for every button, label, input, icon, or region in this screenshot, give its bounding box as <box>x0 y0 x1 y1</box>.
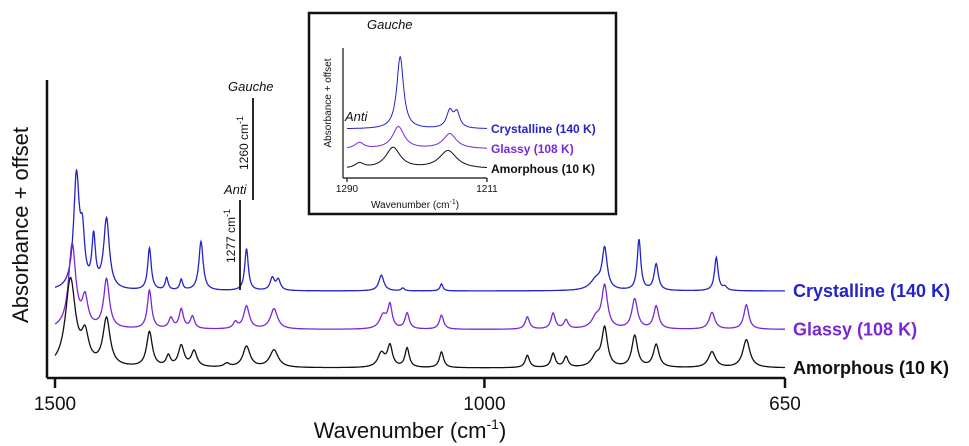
series-label: Glassy (108 K) <box>793 320 917 340</box>
inset-series-labels: Crystalline (140 K) Glassy (108 K) Amorpho… <box>491 122 596 176</box>
y-axis-title: Absorbance + offset <box>8 127 33 323</box>
anti-wavenumber: 1277 cm-1 <box>222 209 238 263</box>
peak-annotations: Gauche 1260 cm-1 Anti 1277 cm-1 <box>222 79 274 290</box>
series-line <box>346 125 487 149</box>
anti-label: Anti <box>223 182 248 197</box>
gauche-wavenumber-sup: -1 <box>235 116 245 124</box>
x-tick-label: 1000 <box>463 394 505 415</box>
main-axes <box>45 80 785 380</box>
inset-gauche-label: Gauche <box>367 17 413 32</box>
series-label: Amorphous (10 K) <box>793 358 949 378</box>
inset-chart: Absorbance + offset Wavenumber (cm-1) Ga… <box>307 11 618 216</box>
main-series <box>54 168 785 369</box>
series-label: Crystalline (140 K) <box>793 281 950 301</box>
anti-wavenumber-value: 1277 cm <box>224 217 238 263</box>
x-tick-label: 1290 <box>336 184 359 195</box>
gauche-wavenumber-value: 1260 cm <box>237 124 251 170</box>
x-axis-title: Wavenumber (cm-1) <box>314 416 507 443</box>
series-label: Glassy (108 K) <box>491 142 574 156</box>
inset-x-axis-title-sup: -1 <box>449 199 455 206</box>
x-axis-title-end: ) <box>499 418 506 443</box>
main-series-labels: Crystalline (140 K) Glassy (108 K) Amorpho… <box>793 281 950 378</box>
series-line <box>346 146 488 169</box>
series-label: Amorphous (10 K) <box>491 162 595 176</box>
series-label: Crystalline (140 K) <box>491 122 596 136</box>
gauche-wavenumber: 1260 cm-1 <box>235 116 251 170</box>
inset-x-ticks: 1290 1211 <box>336 178 498 195</box>
x-axis-title-main: Wavenumber (cm <box>314 418 487 443</box>
main-x-ticks: 1500 1000 650 <box>34 378 801 415</box>
series-line <box>347 55 488 129</box>
x-tick-label: 650 <box>769 394 801 415</box>
gauche-label: Gauche <box>228 79 274 94</box>
series-line <box>54 241 785 330</box>
inset-y-axis-title: Absorbance + offset <box>323 58 334 147</box>
inset-x-axis-title: Wavenumber (cm-1) <box>371 199 459 211</box>
inset-anti-label: Anti <box>344 109 369 124</box>
x-tick-label: 1211 <box>476 184 498 195</box>
inset-x-axis-title-end: ) <box>456 200 459 211</box>
anti-wavenumber-sup: -1 <box>222 209 232 217</box>
series-line <box>54 168 785 292</box>
inset-series <box>346 55 488 169</box>
x-tick-label: 1500 <box>34 394 76 415</box>
inset-frame <box>307 11 618 216</box>
inset-x-axis-title-main: Wavenumber (cm <box>371 200 450 211</box>
series-line <box>54 276 785 369</box>
x-axis-title-sup: -1 <box>487 416 500 432</box>
